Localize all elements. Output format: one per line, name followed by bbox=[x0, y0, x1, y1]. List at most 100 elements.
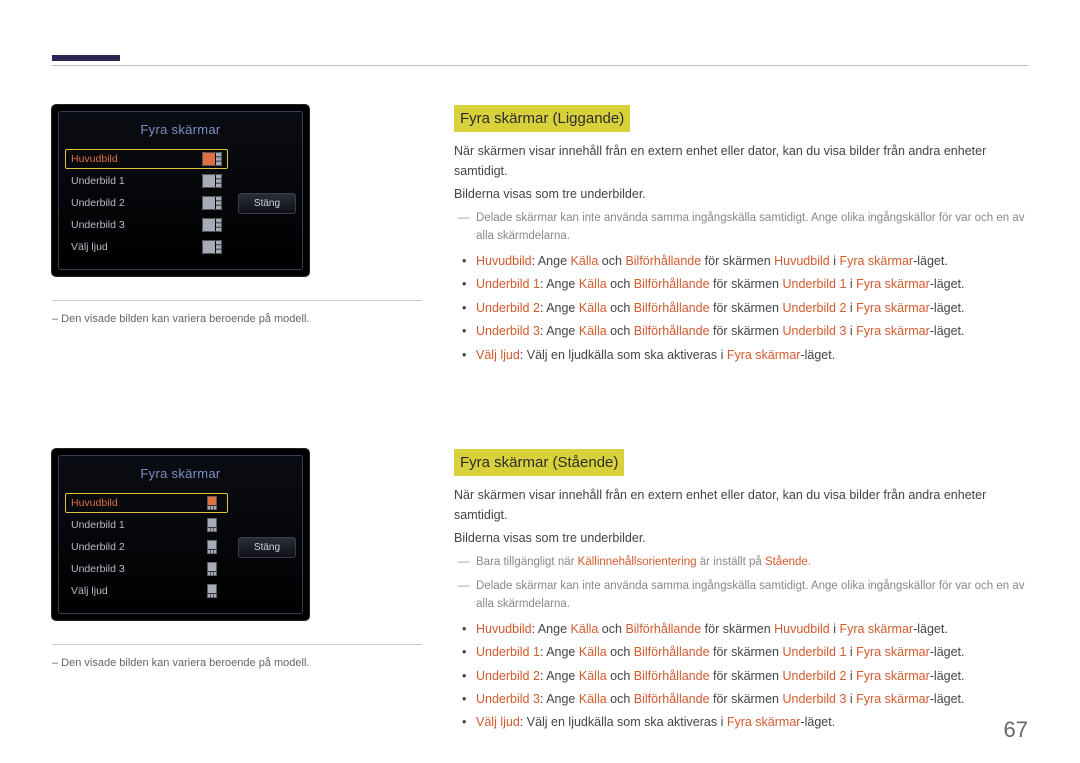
txt: : Ange bbox=[540, 301, 579, 315]
osd-window-portrait: Fyra skärmar Huvudbild Underbild 1 Under… bbox=[52, 449, 309, 620]
osd-button-column: Stäng bbox=[238, 149, 296, 257]
kw: Underbild 1 bbox=[476, 645, 540, 659]
txt: . bbox=[808, 556, 811, 568]
kw: Bilförhållande bbox=[634, 669, 710, 683]
osd-row-label: Välj ljud bbox=[71, 241, 108, 253]
bullet-item: Välj ljud: Välj en ljudkälla som ska akt… bbox=[476, 713, 1028, 732]
txt: och bbox=[607, 645, 634, 659]
kw: Fyra skärmar bbox=[856, 324, 930, 338]
txt: för skärmen bbox=[710, 301, 783, 315]
caption-text: – Den visade bilden kan variera beroende… bbox=[52, 313, 422, 325]
txt: i bbox=[830, 254, 840, 268]
kw: Källa bbox=[579, 324, 607, 338]
layout-portrait-sound-icon bbox=[202, 584, 222, 598]
osd-row-valj-ljud[interactable]: Välj ljud bbox=[65, 237, 228, 257]
note-text: Delade skärmar kan inte använda samma in… bbox=[454, 210, 1028, 246]
txt: och bbox=[607, 277, 634, 291]
osd-row-underbild1[interactable]: Underbild 1 bbox=[65, 171, 228, 191]
left-column-landscape: Fyra skärmar Huvudbild Underbild 1 Under… bbox=[52, 105, 422, 325]
osd-title: Fyra skärmar bbox=[59, 456, 302, 489]
intro-text: Bilderna visas som tre underbilder. bbox=[454, 185, 1028, 204]
osd-close-button[interactable]: Stäng bbox=[238, 193, 296, 214]
kw: Fyra skärmar bbox=[856, 692, 930, 706]
caption-text: – Den visade bilden kan variera beroende… bbox=[52, 657, 422, 669]
osd-row-label: Underbild 3 bbox=[71, 219, 125, 231]
left-column-portrait: Fyra skärmar Huvudbild Underbild 1 Under… bbox=[52, 449, 422, 669]
osd-menu-list: Huvudbild Underbild 1 Underbild 2 Underb… bbox=[65, 493, 228, 601]
bullet-item: Underbild 3: Ange Källa och Bilförhållan… bbox=[476, 690, 1028, 709]
txt: och bbox=[607, 301, 634, 315]
note-text: Bara tillgängligt när Källinnehållsorien… bbox=[454, 554, 1028, 572]
kw: Välj ljud bbox=[476, 348, 520, 362]
kw: Bilförhållande bbox=[625, 254, 701, 268]
osd-row-underbild3[interactable]: Underbild 3 bbox=[65, 215, 228, 235]
kw: Bilförhållande bbox=[634, 692, 710, 706]
txt: : Ange bbox=[540, 669, 579, 683]
osd-window-landscape: Fyra skärmar Huvudbild Underbild 1 Under… bbox=[52, 105, 309, 276]
txt: -läget. bbox=[930, 645, 965, 659]
kw: Underbild 3 bbox=[782, 324, 846, 338]
intro-text: När skärmen visar innehåll från en exter… bbox=[454, 486, 1028, 525]
kw: Stående bbox=[765, 556, 808, 568]
kw: Underbild 3 bbox=[782, 692, 846, 706]
layout-sub2-icon bbox=[202, 196, 222, 210]
kw: Bilförhållande bbox=[625, 622, 701, 636]
kw: Källa bbox=[579, 277, 607, 291]
section-portrait: Fyra skärmar (Stående) När skärmen visar… bbox=[454, 449, 1028, 737]
kw: Underbild 1 bbox=[782, 645, 846, 659]
osd-row-label: Underbild 1 bbox=[71, 519, 125, 531]
kw: Huvudbild bbox=[774, 622, 830, 636]
kw: Fyra skärmar bbox=[839, 254, 913, 268]
bullet-item: Underbild 3: Ange Källa och Bilförhållan… bbox=[476, 322, 1028, 341]
osd-menu-list: Huvudbild Underbild 1 Underbild 2 Underb… bbox=[65, 149, 228, 257]
kw: Bilförhållande bbox=[634, 301, 710, 315]
osd-row-underbild2[interactable]: Underbild 2 bbox=[65, 537, 228, 557]
txt: i bbox=[846, 277, 856, 291]
osd-row-underbild3[interactable]: Underbild 3 bbox=[65, 559, 228, 579]
txt: : Ange bbox=[540, 277, 579, 291]
bullet-item: Huvudbild: Ange Källa och Bilförhållande… bbox=[476, 252, 1028, 271]
layout-sound-icon bbox=[202, 240, 222, 254]
txt: : Välj en ljudkälla som ska aktiveras i bbox=[520, 715, 727, 729]
osd-row-label: Underbild 2 bbox=[71, 197, 125, 209]
osd-body: Huvudbild Underbild 1 Underbild 2 Underb… bbox=[59, 145, 302, 269]
txt: -läget. bbox=[800, 348, 835, 362]
osd-row-label: Huvudbild bbox=[71, 153, 118, 165]
kw: Fyra skärmar bbox=[856, 645, 930, 659]
bullet-item: Underbild 1: Ange Källa och Bilförhållan… bbox=[476, 643, 1028, 662]
intro-text: När skärmen visar innehåll från en exter… bbox=[454, 142, 1028, 181]
section-landscape: Fyra skärmar (Liggande) När skärmen visa… bbox=[454, 105, 1028, 369]
top-accent-bar bbox=[52, 55, 120, 61]
txt: -läget. bbox=[930, 277, 965, 291]
bullet-item: Huvudbild: Ange Källa och Bilförhållande… bbox=[476, 620, 1028, 639]
txt: : Ange bbox=[540, 692, 579, 706]
txt: -läget. bbox=[913, 622, 948, 636]
txt: för skärmen bbox=[710, 692, 783, 706]
layout-portrait-sub2-icon bbox=[202, 540, 222, 554]
bullet-list: Huvudbild : Ange Källa och Bilförhållande… bbox=[454, 252, 1028, 365]
osd-button-column: Stäng bbox=[238, 493, 296, 601]
kw: Huvudbild bbox=[476, 254, 532, 268]
kw: Underbild 2 bbox=[476, 669, 540, 683]
osd-row-label: Huvudbild bbox=[71, 497, 118, 509]
txt: och bbox=[598, 622, 625, 636]
txt: i bbox=[846, 692, 856, 706]
osd-row-underbild1[interactable]: Underbild 1 bbox=[65, 515, 228, 535]
osd-row-huvudbild[interactable]: Huvudbild bbox=[65, 493, 228, 513]
kw: Källa bbox=[579, 669, 607, 683]
note-text: Delade skärmar kan inte använda samma in… bbox=[454, 578, 1028, 614]
txt: för skärmen bbox=[710, 277, 783, 291]
txt: i bbox=[846, 324, 856, 338]
osd-close-button[interactable]: Stäng bbox=[238, 537, 296, 558]
osd-row-valj-ljud[interactable]: Välj ljud bbox=[65, 581, 228, 601]
txt: och bbox=[598, 254, 625, 268]
osd-row-underbild2[interactable]: Underbild 2 bbox=[65, 193, 228, 213]
intro-text: Bilderna visas som tre underbilder. bbox=[454, 529, 1028, 548]
kw: Underbild 1 bbox=[782, 277, 846, 291]
kw: Fyra skärmar bbox=[856, 669, 930, 683]
osd-row-label: Underbild 1 bbox=[71, 175, 125, 187]
osd-row-huvudbild[interactable]: Huvudbild bbox=[65, 149, 228, 169]
txt: -läget. bbox=[800, 715, 835, 729]
txt: för skärmen bbox=[710, 645, 783, 659]
layout-main-icon bbox=[202, 152, 222, 166]
